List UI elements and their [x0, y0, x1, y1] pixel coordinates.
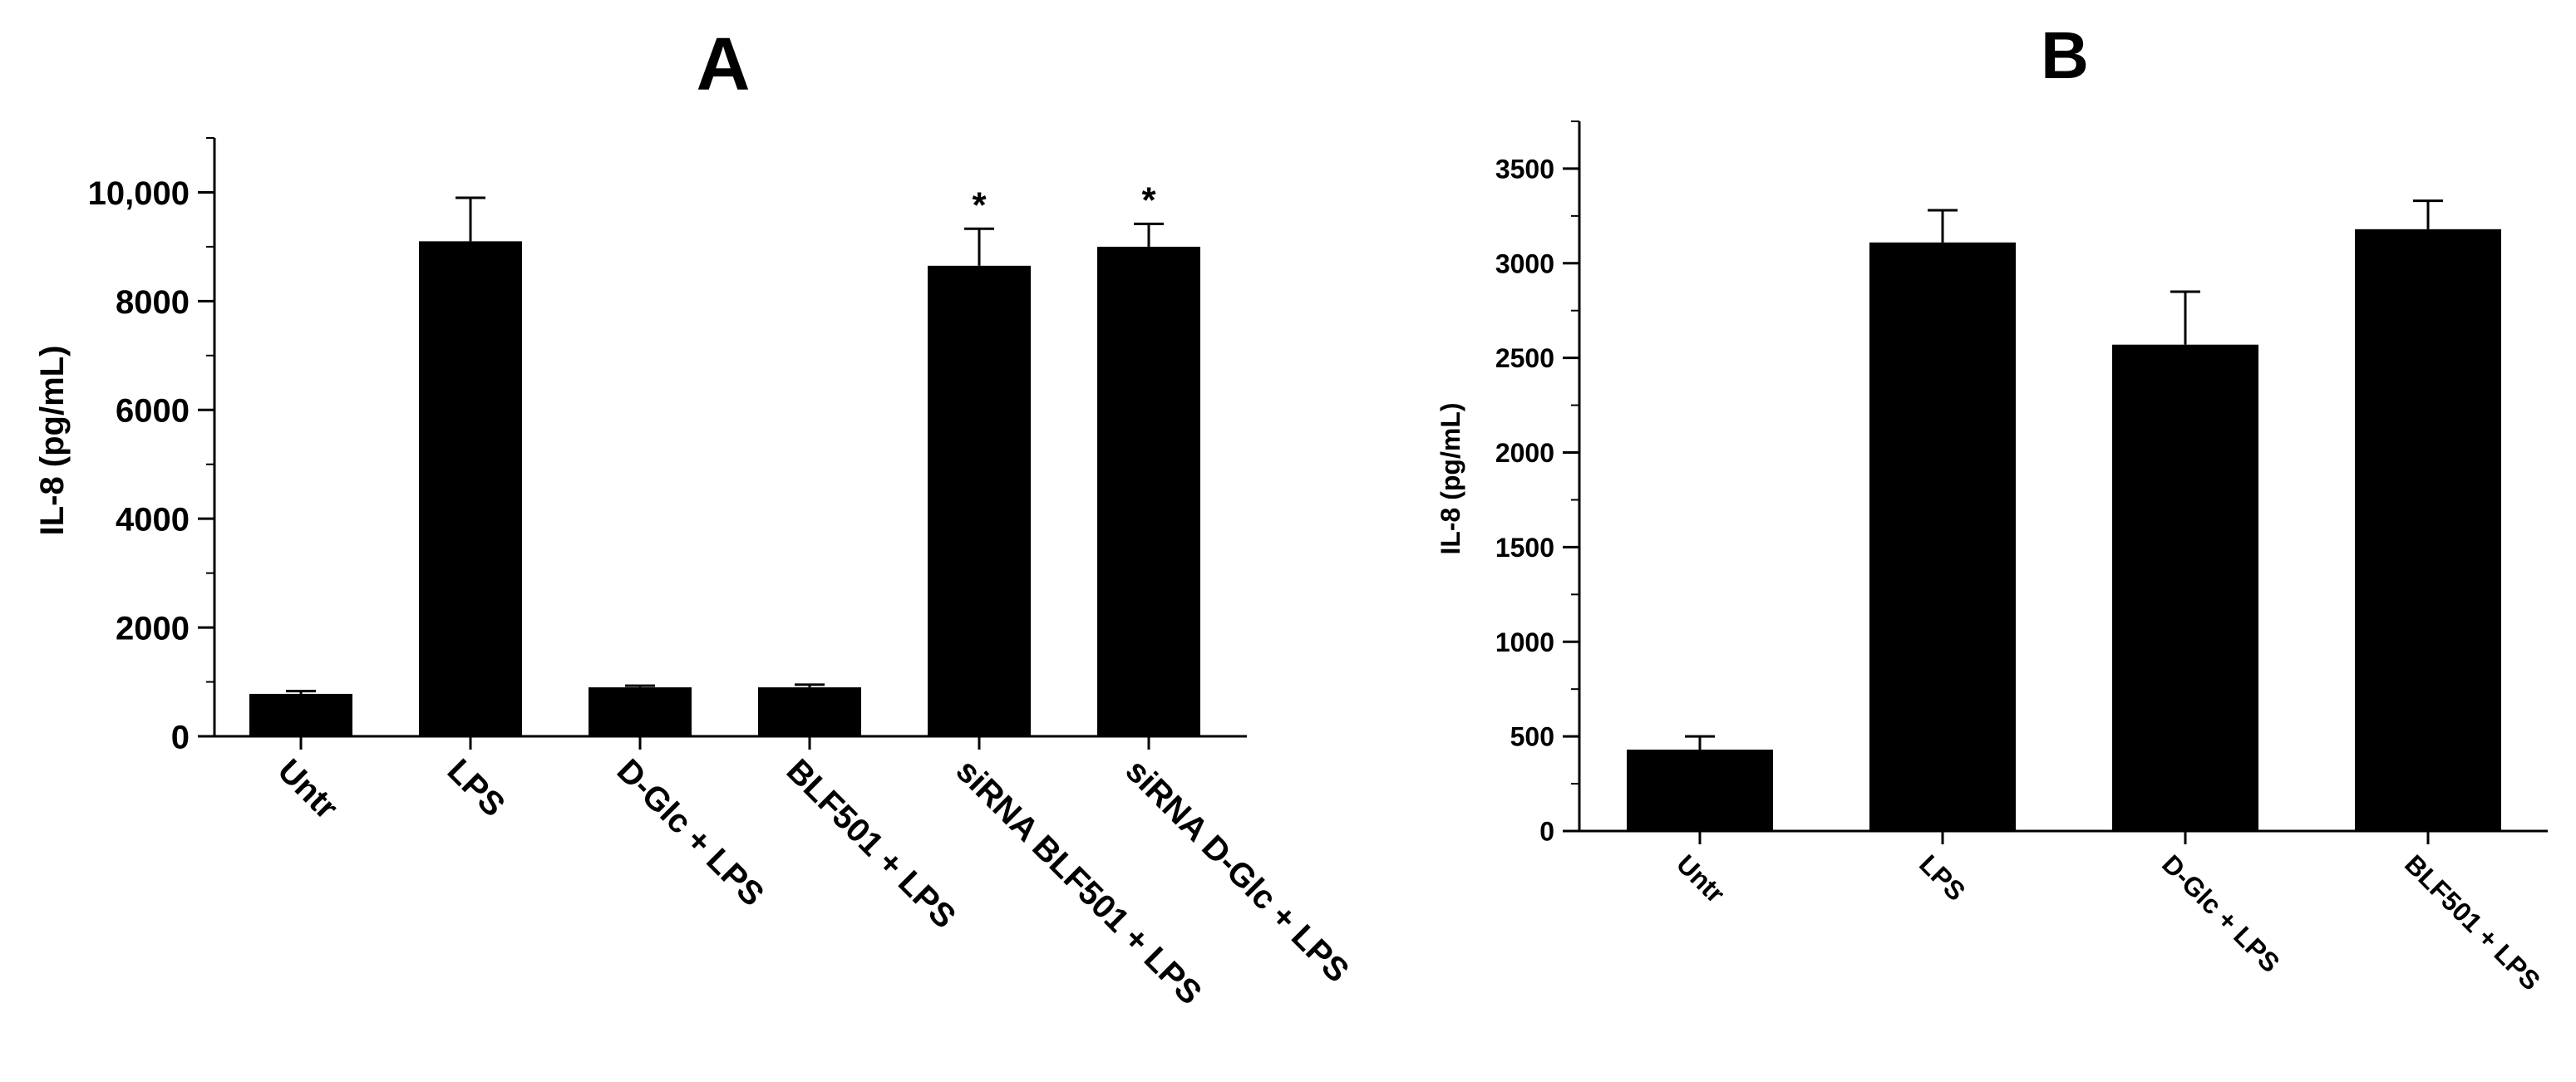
- panel-a-y-tick-label: 2000: [116, 610, 190, 647]
- panel-b-bar: [2112, 344, 2258, 831]
- panel-a-letter: A: [697, 23, 751, 106]
- panel-a-category-label: BLF501 + LPS: [780, 752, 963, 936]
- panel-a-bar: [758, 687, 861, 736]
- panel-b-category-label: LPS: [1914, 848, 1971, 906]
- panel-a-bar: [249, 693, 352, 736]
- panel-b-bar: [2355, 229, 2501, 832]
- panel-b-letter: B: [2041, 18, 2089, 92]
- panel-a-category-label: Untr: [271, 752, 345, 826]
- panel-a-y-tick-label: 0: [171, 719, 190, 755]
- panel-a-bar: [928, 265, 1031, 736]
- panel-a-bar: [589, 687, 692, 736]
- panel-a-y-axis-title: IL-8 (pg/mL): [34, 346, 71, 536]
- panel-b-y-tick-label: 0: [1539, 817, 1554, 847]
- panel-a-significance-marker: *: [972, 184, 987, 225]
- panel-b-y-tick-label: 3500: [1495, 154, 1554, 184]
- panel-a-category-label: D-Glc + LPS: [610, 752, 771, 913]
- panel-b-category-label: Untr: [1671, 848, 1731, 908]
- panel-a-y-tick-label: 10,000: [88, 175, 190, 212]
- panel-a-bar: [419, 241, 522, 736]
- panel-b-y-tick-label: 500: [1510, 722, 1554, 752]
- panel-b-y-tick-label: 2000: [1495, 438, 1554, 468]
- panel-a-significance-marker: *: [1141, 180, 1156, 220]
- panel-a-y-tick-label: 6000: [116, 393, 190, 430]
- panel-b-y-tick-label: 1500: [1495, 533, 1554, 563]
- panel-b-category-label: BLF501 + LPS: [2399, 848, 2546, 996]
- panel-a-y-tick-label: 4000: [116, 502, 190, 539]
- panel-b-y-tick-label: 3000: [1495, 248, 1554, 278]
- panel-a-category-label: LPS: [441, 752, 512, 824]
- panel-b-y-axis-title: IL-8 (pg/mL): [1436, 402, 1465, 554]
- panel-a-bar: [1097, 246, 1200, 737]
- panel-b-y-tick-label: 1000: [1495, 627, 1554, 657]
- panel-b-bar: [1869, 242, 2016, 831]
- panel-a-y-tick-label: 8000: [116, 284, 190, 321]
- panel-b-y-tick-label: 2500: [1495, 343, 1554, 373]
- panel-b-bar: [1627, 750, 1773, 831]
- panel-b-category-label: D-Glc + LPS: [2156, 848, 2286, 978]
